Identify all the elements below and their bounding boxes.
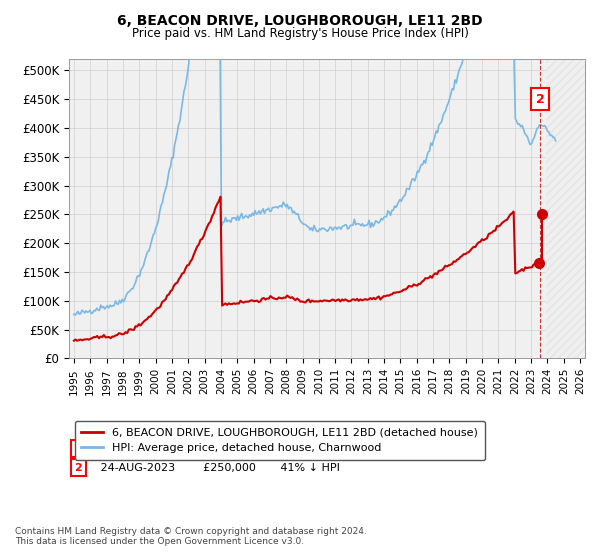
Bar — [546, 59, 588, 358]
Text: 2: 2 — [74, 463, 82, 473]
Legend: 6, BEACON DRIVE, LOUGHBOROUGH, LE11 2BD (detached house), HPI: Average price, de: 6, BEACON DRIVE, LOUGHBOROUGH, LE11 2BD … — [74, 421, 485, 460]
Text: Contains HM Land Registry data © Crown copyright and database right 2024.
This d: Contains HM Land Registry data © Crown c… — [15, 526, 367, 546]
Bar — [546, 59, 588, 358]
Text: 1: 1 — [74, 444, 82, 453]
Text: 2: 2 — [536, 92, 544, 106]
Text: 19-JUN-2023        £165,000       60% ↓ HPI: 19-JUN-2023 £165,000 60% ↓ HPI — [89, 444, 335, 453]
Text: 6, BEACON DRIVE, LOUGHBOROUGH, LE11 2BD: 6, BEACON DRIVE, LOUGHBOROUGH, LE11 2BD — [117, 14, 483, 28]
Text: Price paid vs. HM Land Registry's House Price Index (HPI): Price paid vs. HM Land Registry's House … — [131, 27, 469, 40]
Text: 24-AUG-2023        £250,000       41% ↓ HPI: 24-AUG-2023 £250,000 41% ↓ HPI — [89, 463, 340, 473]
